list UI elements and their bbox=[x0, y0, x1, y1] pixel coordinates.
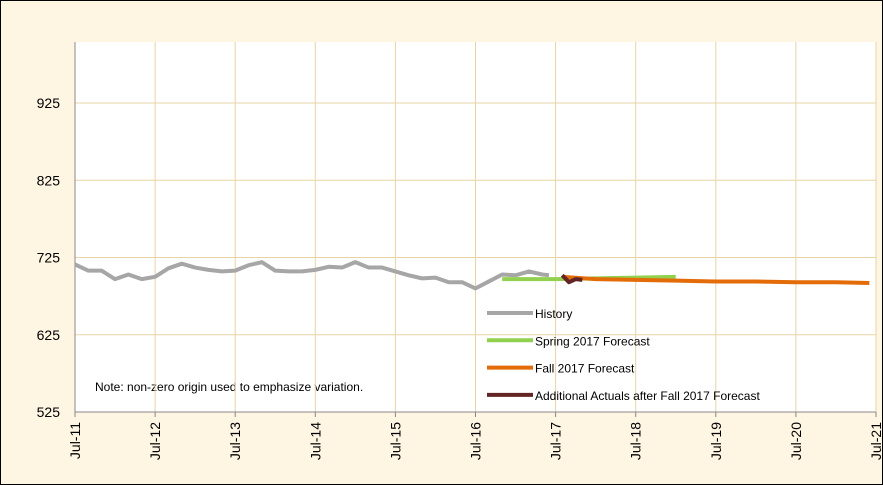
legend-label: Fall 2017 Forecast bbox=[535, 362, 635, 376]
note: Note: non-zero origin used to emphasize … bbox=[95, 380, 363, 394]
x-tick-label: Jul-13 bbox=[227, 422, 243, 460]
x-tick-label: Jul-18 bbox=[628, 422, 644, 460]
x-tick-label: Jul-19 bbox=[708, 422, 724, 460]
x-tick-label: Jul-21 bbox=[868, 422, 883, 460]
x-tick-label: Jul-15 bbox=[387, 422, 403, 460]
y-tick-label: 925 bbox=[37, 95, 61, 111]
legend-label: Spring 2017 Forecast bbox=[535, 334, 650, 348]
x-tick-label: Jul-14 bbox=[307, 422, 323, 460]
x-tick-label: Jul-16 bbox=[468, 422, 484, 460]
legend-label: Additional Actuals after Fall 2017 Forec… bbox=[535, 389, 760, 403]
x-tick-label: Jul-20 bbox=[788, 422, 804, 460]
legend-label: History bbox=[535, 307, 572, 321]
y-tick-label: 525 bbox=[37, 404, 61, 420]
series-line bbox=[560, 273, 583, 285]
y-tick-label: 725 bbox=[37, 250, 61, 266]
x-tick-label: Jul-11 bbox=[67, 422, 83, 459]
y-tick-label: 625 bbox=[37, 327, 61, 343]
x-tick-label: Jul-12 bbox=[147, 422, 163, 460]
series-line bbox=[562, 274, 870, 286]
x-tick-label: Jul-17 bbox=[548, 422, 564, 460]
series-line bbox=[74, 260, 550, 291]
y-tick-label: 825 bbox=[37, 172, 61, 188]
